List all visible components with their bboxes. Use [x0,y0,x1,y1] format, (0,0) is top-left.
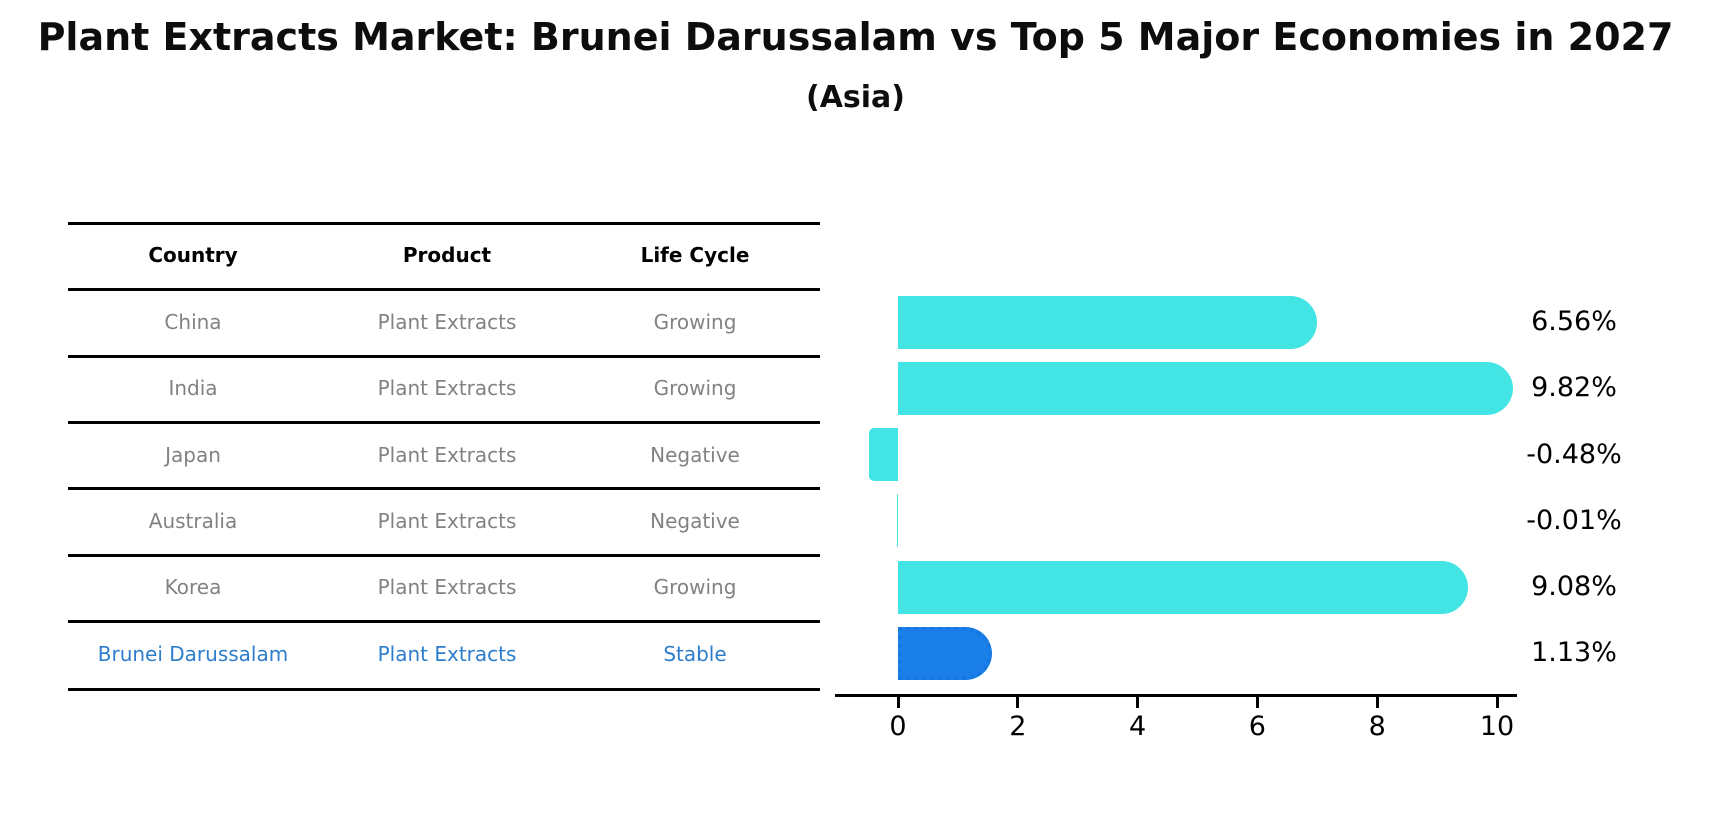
chart-subtitle: (Asia) [805,80,906,115]
value-label: 9.08% [1531,571,1617,602]
x-axis-tick-label: 8 [1368,711,1386,742]
cell-country: China [164,310,222,334]
cell-product: Plant Extracts [377,376,517,400]
cell-life-cycle: Negative [650,443,740,467]
x-axis-tick [1375,697,1379,708]
chart-title: Plant Extracts Market: Brunei Darussalam… [37,15,1674,59]
cell-country: Brunei Darussalam [97,642,289,666]
cell-product: Plant Extracts [377,443,517,467]
value-label: -0.01% [1526,504,1622,536]
x-axis-tick-label: 4 [1129,711,1147,742]
x-axis-tick-label: 0 [889,711,907,742]
cell-country: India [168,376,218,400]
table-row-divider [68,620,820,623]
x-axis-tick [1255,697,1259,708]
table-row-divider [68,487,820,490]
table-border-header [68,288,820,291]
bar-brunei-darussalam [898,626,993,680]
table-border-top [68,222,820,225]
cell-life-cycle: Negative [650,509,740,533]
bar-china [898,295,1318,349]
bar-korea [898,560,1469,614]
cell-life-cycle: Growing [653,376,737,400]
bar-india [898,361,1513,415]
column-header-country: Country [148,243,238,267]
cell-life-cycle: Growing [653,310,737,334]
x-axis-tick [1495,697,1499,708]
cell-product: Plant Extracts [377,310,517,334]
value-label: -0.48% [1526,438,1622,470]
value-label: 9.82% [1531,372,1617,404]
x-axis-tick [896,697,900,708]
table-border-bottom [68,688,820,691]
bar-australia [897,494,898,548]
x-axis-tick [1136,697,1140,708]
x-axis-tick-label: 6 [1248,711,1266,742]
table-row-divider [68,355,820,358]
column-header-life-cycle: Life Cycle [640,243,750,267]
cell-country: Korea [164,575,222,599]
x-axis-tick-label: 10 [1479,711,1515,742]
cell-life-cycle: Growing [653,575,737,599]
bar-japan [869,428,898,481]
table-row-divider [68,554,820,557]
value-label: 1.13% [1531,637,1617,669]
x-axis-tick-label: 2 [1009,711,1027,742]
table-row-divider [68,421,820,424]
cell-life-cycle: Stable [663,642,727,666]
cell-product: Plant Extracts [377,509,517,533]
cell-country: Japan [165,443,221,467]
cell-product: Plant Extracts [377,642,517,666]
cell-country: Australia [148,509,238,533]
x-axis-line [835,694,1517,697]
cell-product: Plant Extracts [377,575,517,599]
value-label: 6.56% [1531,306,1617,337]
column-header-product: Product [402,243,492,267]
x-axis-tick [1016,697,1020,708]
